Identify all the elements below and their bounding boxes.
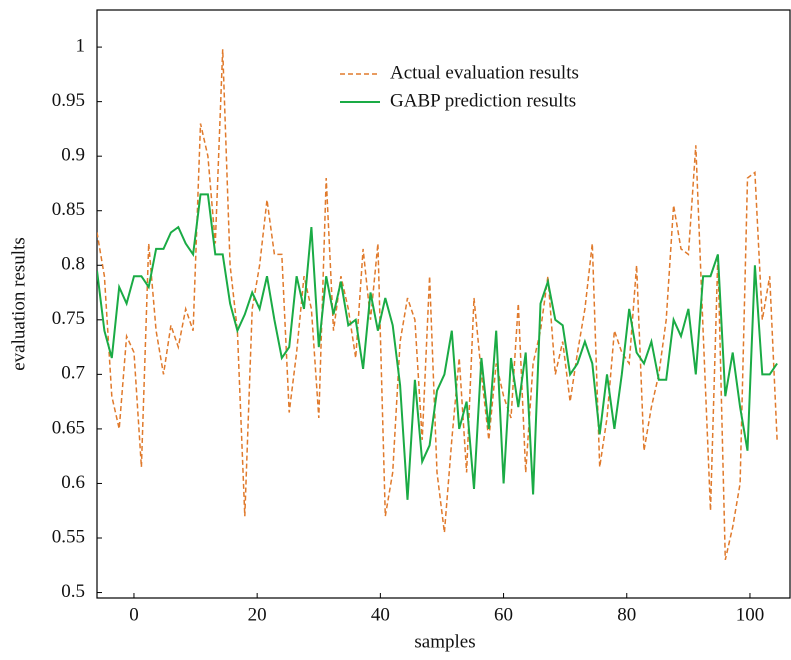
x-tick-label: 40	[371, 604, 390, 625]
y-tick-label: 1	[76, 35, 86, 56]
x-tick-label: 60	[494, 604, 513, 625]
x-tick-label: 100	[736, 604, 765, 625]
y-tick-label: 0.85	[52, 199, 85, 220]
x-tick-label: 20	[248, 604, 267, 625]
x-tick-label: 0	[129, 604, 139, 625]
y-tick-label: 0.6	[61, 472, 85, 493]
y-axis-label: evaluation results	[8, 237, 29, 371]
legend-label: GABP prediction results	[390, 90, 576, 111]
x-axis-label: samples	[414, 631, 475, 652]
x-tick-label: 80	[617, 604, 636, 625]
y-tick-label: 0.95	[52, 90, 85, 111]
y-tick-label: 0.75	[52, 308, 85, 329]
lines	[97, 49, 778, 560]
legend-label: Actual evaluation results	[390, 62, 579, 83]
y-tick-label: 0.5	[61, 581, 85, 602]
plot-frame	[96, 9, 791, 599]
y-tick-label: 0.8	[61, 254, 85, 275]
series-line	[97, 193, 778, 500]
y-tick-label: 0.55	[52, 526, 85, 547]
series-line	[97, 49, 778, 560]
y-tick-label: 0.65	[52, 417, 85, 438]
y-tick-label: 0.7	[61, 363, 85, 384]
y-tick-label: 0.9	[61, 145, 85, 166]
